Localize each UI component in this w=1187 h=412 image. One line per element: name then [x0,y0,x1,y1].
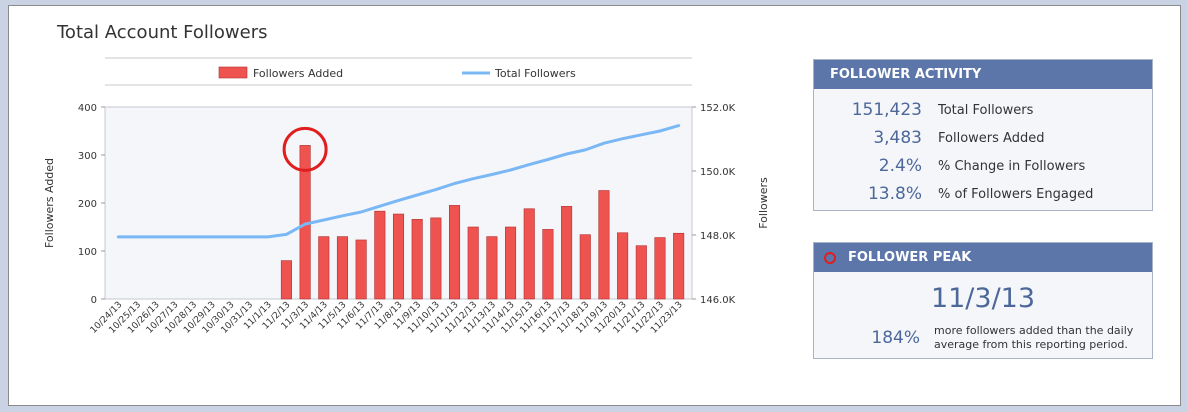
stat-label: Total Followers [938,102,1034,118]
follower-activity-header: FOLLOWER ACTIVITY [814,60,1152,89]
y-tick-label: 100 [78,247,97,258]
peak-highlight-circle [282,126,328,172]
bar-11/12/13 [467,226,479,300]
dashboard-page: Total Account Followers Followers Added … [8,5,1181,406]
bar-11/20/13 [617,232,629,300]
bar-11/21/13 [635,245,647,300]
stat-label: % Change in Followers [938,158,1086,174]
follower-peak-header: FOLLOWER PEAK [814,243,1152,272]
bar-11/16/13 [542,229,554,300]
stat-value: 151,423 [851,100,922,120]
bar-11/19/13 [598,190,610,300]
stat-value: 13.8% [867,184,922,204]
bar-11/13/13 [486,236,498,300]
bar-11/18/13 [579,234,591,300]
legend-bar-swatch [218,66,248,79]
activity-stats: 151,423 Total Followers 3,483 Followers … [814,96,1152,208]
follower-activity-panel: FOLLOWER ACTIVITY 151,423 Total Follower… [813,59,1153,211]
legend-bar-label: Followers Added [253,67,343,80]
x-axis-labels: 10/24/1310/25/1310/26/1310/27/1310/28/13… [89,300,685,336]
stat-value: 3,483 [873,128,922,148]
stat-row-total-followers: 151,423 Total Followers [814,96,1152,124]
stat-row-followers-added: 3,483 Followers Added [814,124,1152,152]
bar-11/9/13 [411,219,423,300]
follower-peak-title: FOLLOWER PEAK [848,250,972,265]
dashboard-title: Total Account Followers [57,22,268,43]
bar-11/10/13 [430,217,442,300]
follower-peak-panel: FOLLOWER PEAK 11/3/13 184% more follower… [813,242,1153,359]
peak-summary: 184% more followers added than the daily… [814,324,1152,352]
bar-11/23/13 [673,232,685,300]
peak-circle-icon [824,251,836,264]
bar-11/7/13 [374,210,386,300]
right-axis: 146.0K 148.0K 150.0K 152.0K [692,103,736,306]
stat-value: 2.4% [878,156,922,176]
peak-percent: 184% [871,328,920,348]
stat-row-followers-engaged: 13.8% % of Followers Engaged [814,180,1152,208]
bar-11/11/13 [449,205,461,300]
y-tick-label: 200 [78,199,97,210]
stat-row-change-in-followers: 2.4% % Change in Followers [814,152,1152,180]
bar-11/8/13 [392,213,405,300]
secondary-y-axis-title: Followers [757,177,770,229]
bar-series [280,145,685,300]
y-tick-label: 0 [91,295,97,306]
y2-tick-label: 150.0K [700,167,736,178]
bar-11/6/13 [355,239,367,300]
bar-11/15/13 [523,208,535,300]
y-tick-label: 400 [78,103,97,114]
followers-chart: Followers Added Total Followers 0 100 200 3… [43,57,770,336]
bar-11/17/13 [561,206,573,300]
peak-date: 11/3/13 [930,283,1036,314]
legend-line-label: Total Followers [494,67,576,80]
y2-tick-label: 146.0K [700,295,736,306]
y-axis-title: Followers Added [43,158,56,248]
bar-11/14/13 [505,226,517,300]
bar-11/4/13 [318,236,330,300]
bar-11/5/13 [336,236,348,300]
y2-tick-label: 152.0K [700,103,736,114]
stat-label: Followers Added [938,130,1045,146]
bar-11/2/13 [280,260,292,300]
bar-11/22/13 [654,237,666,300]
peak-description: more followers added than the daily aver… [934,324,1134,351]
y-tick-label: 300 [78,151,97,162]
stat-label: % of Followers Engaged [938,186,1094,202]
left-axis: 0 100 200 300 400 [78,103,105,306]
y2-tick-label: 148.0K [700,231,736,242]
total-followers-line [116,124,681,239]
